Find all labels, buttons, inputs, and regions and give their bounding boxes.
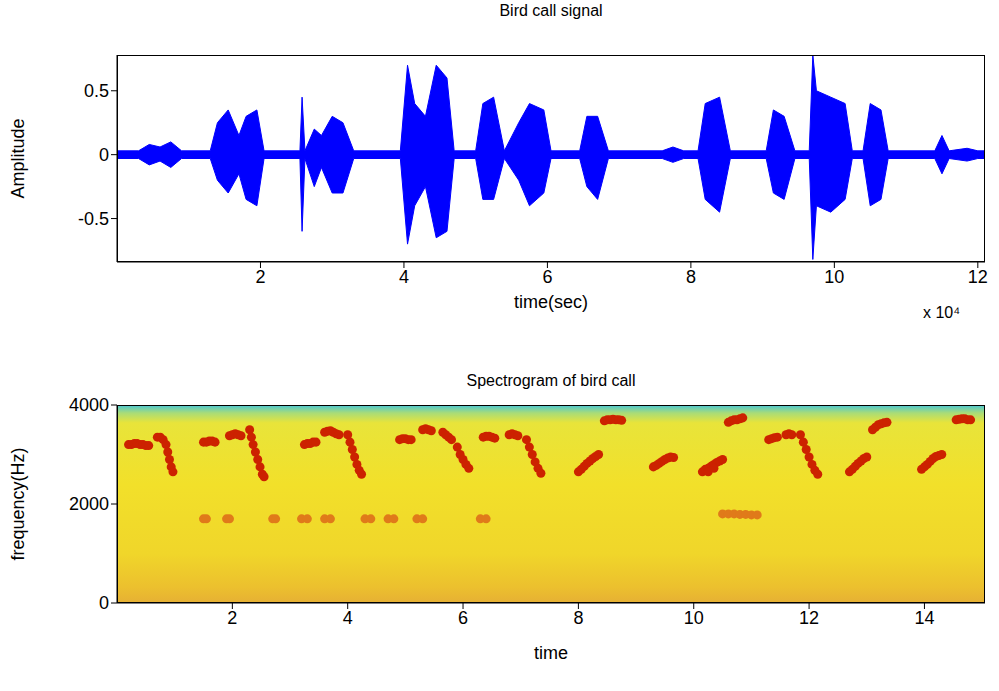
svg-text:Amplitude: Amplitude: [8, 118, 28, 198]
html-text:x 10⁴: x 10⁴: [923, 304, 961, 321]
svg-text:12: 12: [968, 267, 988, 287]
svg-text:8: 8: [573, 608, 583, 628]
svg-text:4: 4: [399, 267, 409, 287]
svg-text:12: 12: [799, 608, 819, 628]
svg-text:-0.5: -0.5: [78, 209, 109, 229]
svg-text:14: 14: [914, 608, 934, 628]
svg-text:2000: 2000: [69, 494, 109, 514]
html-text:Bird call signal: Bird call signal: [499, 2, 603, 19]
svg-text:4: 4: [343, 608, 353, 628]
svg-text:10: 10: [824, 267, 844, 287]
svg-text:0: 0: [99, 145, 109, 165]
svg-text:0: 0: [99, 593, 109, 613]
svg-text:2: 2: [255, 267, 265, 287]
svg-text:6: 6: [542, 267, 552, 287]
html-text:Spectrogram of bird call: Spectrogram of bird call: [466, 372, 636, 389]
svg-text:frequency(Hz): frequency(Hz): [8, 447, 28, 560]
svg-text:10: 10: [684, 608, 704, 628]
svg-text:6: 6: [458, 608, 468, 628]
svg-text:8: 8: [686, 267, 696, 287]
svg-text:2: 2: [227, 608, 237, 628]
svg-text:time: time: [534, 643, 568, 663]
svg-text:time(sec): time(sec): [514, 292, 588, 312]
svg-text:4000: 4000: [69, 395, 109, 415]
svg-text:0.5: 0.5: [84, 81, 109, 101]
